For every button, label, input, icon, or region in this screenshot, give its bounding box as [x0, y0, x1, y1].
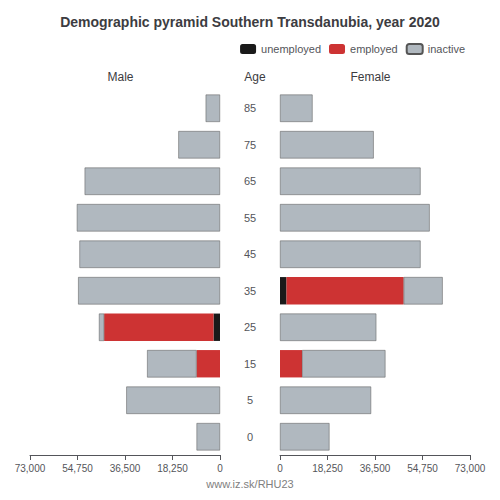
svg-text:85: 85: [244, 102, 256, 114]
svg-text:35: 35: [244, 285, 256, 297]
svg-text:Male: Male: [107, 70, 133, 84]
svg-text:0: 0: [277, 463, 283, 474]
svg-text:55: 55: [244, 212, 256, 224]
svg-text:0: 0: [247, 431, 253, 443]
svg-text:73,000: 73,000: [455, 463, 486, 474]
svg-text:5: 5: [247, 394, 253, 406]
svg-text:Age: Age: [244, 70, 266, 84]
svg-text:36,500: 36,500: [110, 463, 141, 474]
svg-text:54,750: 54,750: [407, 463, 438, 474]
svg-text:18,250: 18,250: [312, 463, 343, 474]
svg-text:36,500: 36,500: [360, 463, 391, 474]
svg-text:Female: Female: [350, 70, 390, 84]
svg-text:54,750: 54,750: [62, 463, 93, 474]
svg-text:0: 0: [217, 463, 223, 474]
svg-text:73,000: 73,000: [15, 463, 46, 474]
svg-text:employed: employed: [350, 43, 398, 55]
svg-text:Demographic pyramid Southern T: Demographic pyramid Southern Transdanubi…: [60, 14, 440, 30]
svg-text:www.iz.sk/RHU23: www.iz.sk/RHU23: [205, 478, 293, 490]
svg-text:unemployed: unemployed: [261, 43, 321, 55]
svg-text:25: 25: [244, 321, 256, 333]
svg-text:45: 45: [244, 248, 256, 260]
svg-text:65: 65: [244, 175, 256, 187]
svg-text:inactive: inactive: [428, 43, 465, 55]
svg-text:18,250: 18,250: [157, 463, 188, 474]
svg-text:75: 75: [244, 139, 256, 151]
svg-text:15: 15: [244, 358, 256, 370]
